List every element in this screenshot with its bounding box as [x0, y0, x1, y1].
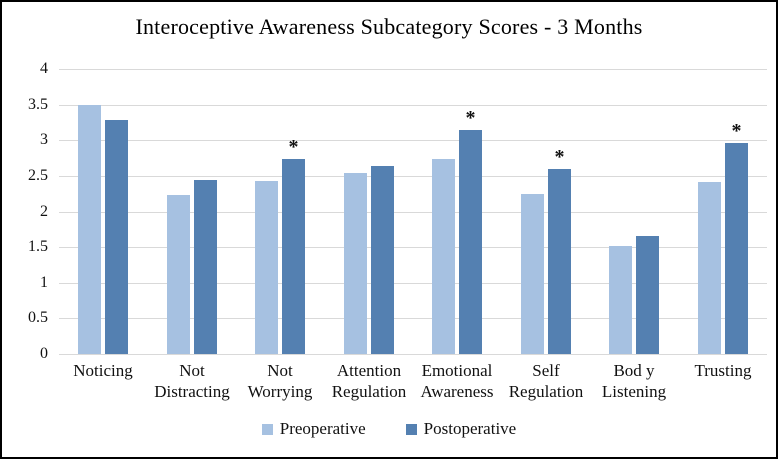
gridline [59, 105, 767, 106]
significance-asterisk: * [731, 120, 742, 142]
legend: Preoperative Postoperative [2, 419, 776, 439]
bar-postoperative [725, 143, 748, 354]
gridline [59, 247, 767, 248]
bar-preoperative [432, 159, 455, 354]
gridline [59, 176, 767, 177]
significance-asterisk: * [288, 136, 299, 158]
y-axis-tick-label: 2 [40, 203, 48, 220]
gridline [59, 354, 767, 355]
significance-asterisk: * [554, 146, 565, 168]
x-axis-label-line: Listening [601, 382, 667, 401]
bar-postoperative [636, 236, 659, 354]
x-axis-label-line: Trusting [694, 361, 752, 380]
x-axis-category-label: Self Regulation [494, 360, 598, 402]
x-axis-category-label: Not Worrying [228, 360, 332, 402]
legend-label: Postoperative [423, 419, 517, 438]
bar-preoperative [521, 194, 544, 354]
y-axis-tick-label: 1.5 [28, 238, 48, 255]
bar-postoperative [105, 120, 128, 354]
legend-swatch-icon [405, 423, 417, 435]
y-axis-tick-label: 3 [40, 131, 48, 148]
significance-asterisk: * [465, 107, 476, 129]
x-axis-label-line: Noticing [73, 361, 133, 380]
y-axis-tick-label: 2.5 [28, 167, 48, 184]
gridline [59, 283, 767, 284]
legend-swatch-icon [261, 423, 273, 435]
x-axis-label-line: Not [179, 361, 205, 380]
x-axis-category-label: Bod y Listening [582, 360, 686, 402]
y-axis-tick-label: 3.5 [28, 96, 48, 113]
x-axis-label-line: Regulation [331, 382, 407, 401]
bar-preoperative [255, 181, 278, 354]
x-axis-label-line: Attention [336, 361, 402, 380]
x-axis-label-line: Emotional [421, 361, 493, 380]
legend-item-postoperative: Postoperative [405, 419, 517, 439]
gridline [59, 212, 767, 213]
x-axis-label-line: Not [267, 361, 293, 380]
bar-postoperative [282, 159, 305, 354]
bar-preoperative [167, 195, 190, 354]
x-axis-category-label: Not Distracting [140, 360, 244, 402]
x-axis-label-line: Distracting [154, 382, 230, 401]
x-axis-label-line: Self [532, 361, 560, 380]
y-axis-tick-label: 0.5 [28, 309, 48, 326]
x-axis-category-label: Emotional Awareness [405, 360, 509, 402]
bar-postoperative [459, 130, 482, 354]
bar-postoperative [371, 166, 394, 354]
bar-postoperative [194, 180, 217, 354]
x-axis-label-line: Awareness [420, 382, 494, 401]
x-axis-category-label: Attention Regulation [317, 360, 421, 402]
bar-preoperative [78, 105, 101, 354]
gridline [59, 140, 767, 141]
bar-preoperative [609, 246, 632, 354]
x-axis-category-label: Trusting [671, 360, 775, 381]
x-axis-label-line: Regulation [508, 382, 584, 401]
bar-preoperative [344, 173, 367, 354]
bar-preoperative [698, 182, 721, 354]
x-axis-label-line: Worrying [247, 382, 313, 401]
gridline [59, 69, 767, 70]
y-axis-tick-label: 4 [40, 60, 48, 77]
x-axis-label-line: Bod y [613, 361, 655, 380]
y-axis-tick-label: 1 [40, 274, 48, 291]
x-axis-category-label: Noticing [51, 360, 155, 381]
legend-label: Preoperative [279, 419, 366, 438]
y-axis-tick-label: 0 [40, 345, 48, 362]
gridline [59, 318, 767, 319]
bar-postoperative [548, 169, 571, 354]
chart-title: Interoceptive Awareness Subcategory Scor… [135, 14, 643, 39]
legend-item-preoperative: Preoperative [261, 419, 366, 439]
